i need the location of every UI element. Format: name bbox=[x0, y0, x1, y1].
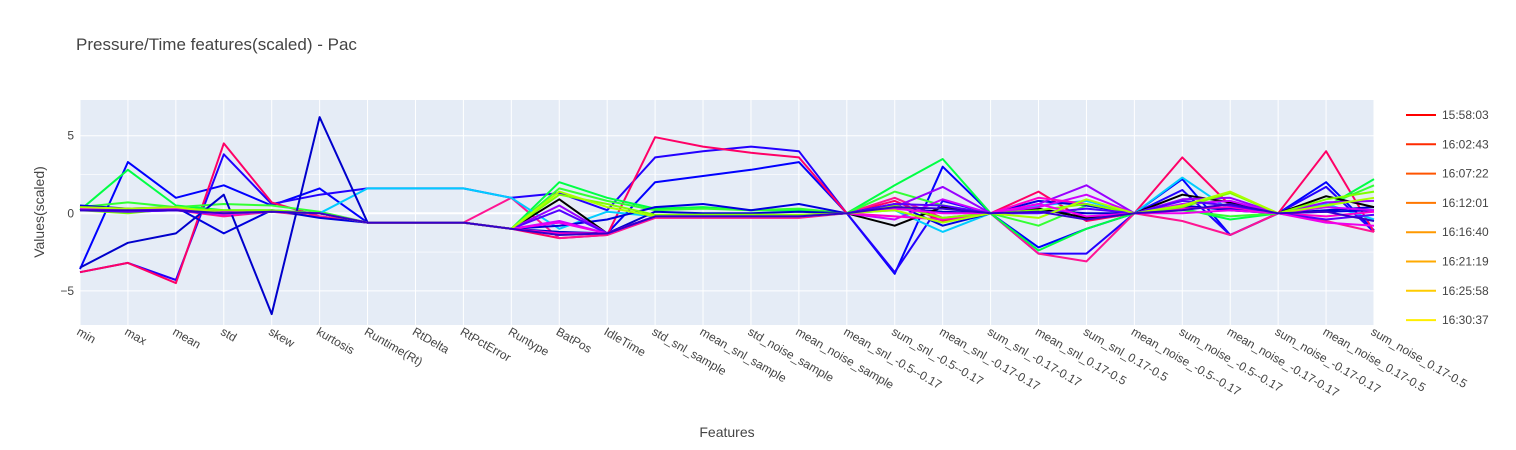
x-tick-label: min bbox=[75, 324, 99, 346]
legend-item[interactable]: 16:12:01 bbox=[1442, 196, 1489, 210]
x-tick-labels: min max mean std skew kurtosis Runtime(Rt)RtDe… bbox=[75, 324, 1470, 400]
y-tick-label: 0 bbox=[67, 206, 74, 220]
x-tick-label: Runtype bbox=[506, 324, 552, 359]
x-axis-title: Features bbox=[699, 424, 754, 440]
x-tick-label: kurtosis bbox=[314, 324, 357, 357]
x-tick-label: IdleTime bbox=[602, 324, 649, 359]
legend-item[interactable]: 16:16:40 bbox=[1442, 225, 1489, 239]
x-tick-label: BatPos bbox=[554, 324, 595, 355]
legend-item[interactable]: 16:21:19 bbox=[1442, 255, 1489, 269]
x-tick-label: max bbox=[122, 324, 149, 347]
x-tick-label: std bbox=[218, 324, 239, 344]
y-tick-label: 5 bbox=[67, 129, 74, 143]
legend-item[interactable]: 16:07:22 bbox=[1442, 167, 1489, 181]
legend-item[interactable]: 16:30:37 bbox=[1442, 313, 1489, 327]
legend: 15:58:03 16:02:43 16:07:22 16:12:01 16:16:40… bbox=[1406, 108, 1489, 327]
y-tick-label: −5 bbox=[60, 284, 74, 298]
x-tick-label: mean bbox=[170, 324, 203, 351]
y-axis-title: Values(scaled) bbox=[31, 166, 47, 258]
legend-item[interactable]: 16:25:58 bbox=[1442, 284, 1489, 298]
legend-item[interactable]: 15:58:03 bbox=[1442, 108, 1489, 122]
x-tick-label: skew bbox=[266, 324, 297, 350]
chart-title: Pressure/Time features(scaled) - Pac bbox=[76, 35, 357, 54]
legend-item[interactable]: 16:02:43 bbox=[1442, 137, 1489, 151]
y-tick-labels: −5 0 5 bbox=[60, 129, 74, 298]
x-tick-label: std_noise_sample bbox=[745, 324, 836, 385]
x-tick-label: RtPctError bbox=[458, 324, 514, 364]
